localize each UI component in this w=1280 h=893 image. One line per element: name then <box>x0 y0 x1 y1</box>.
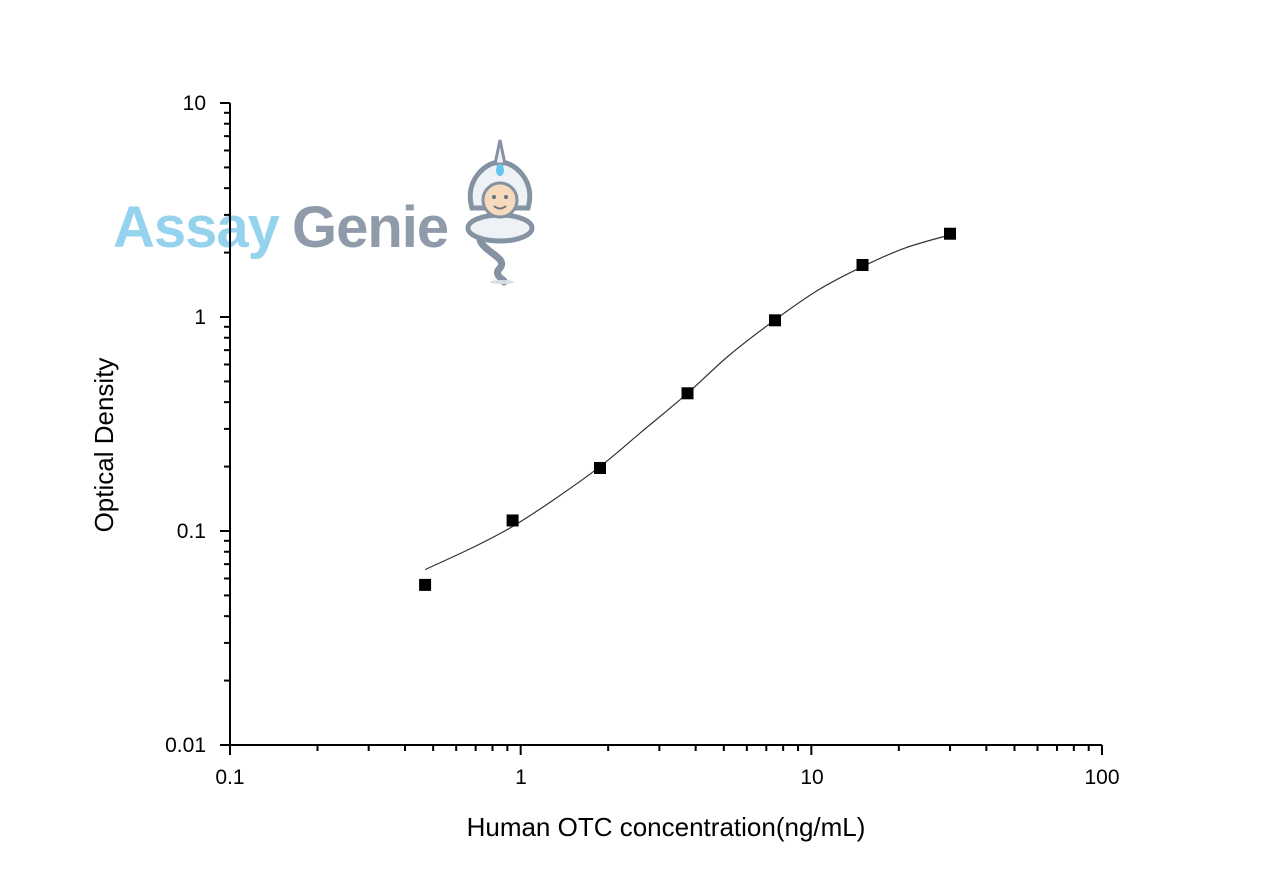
x-tick-label: 0.1 <box>215 766 244 789</box>
y-tick-label: 0.01 <box>165 734 206 757</box>
data-point-marker <box>944 227 957 240</box>
genie-mascot-icon <box>465 139 535 286</box>
x-tick-label: 100 <box>1084 766 1119 789</box>
watermark-genie-text: Genie <box>292 195 448 260</box>
watermark-assay-text: Assay <box>113 195 280 260</box>
data-point-marker <box>681 387 694 400</box>
x-tick-labels: 0.1 1 10 100 <box>215 766 1119 789</box>
x-tick-label: 10 <box>800 766 823 789</box>
data-point-marker <box>769 314 782 327</box>
y-tick-label: 0.1 <box>177 520 206 543</box>
y-tick-label: 1 <box>194 306 206 329</box>
y-tick-label: 10 <box>183 92 206 115</box>
y-axis-title: Optical Density <box>89 358 119 533</box>
x-axis-title: Human OTC concentration(ng/mL) <box>467 812 866 842</box>
assaygenie-watermark: Assay Genie <box>113 139 535 286</box>
data-point-marker <box>856 258 869 271</box>
x-axis-ticks <box>229 745 1103 755</box>
data-points <box>419 227 957 591</box>
data-point-marker <box>594 461 607 474</box>
y-axis-ticks <box>220 102 230 746</box>
x-tick-label: 1 <box>515 766 527 789</box>
data-point-marker <box>506 514 519 527</box>
y-tick-labels: 0.01 0.1 1 10 <box>165 92 206 757</box>
data-point-marker <box>419 578 432 591</box>
